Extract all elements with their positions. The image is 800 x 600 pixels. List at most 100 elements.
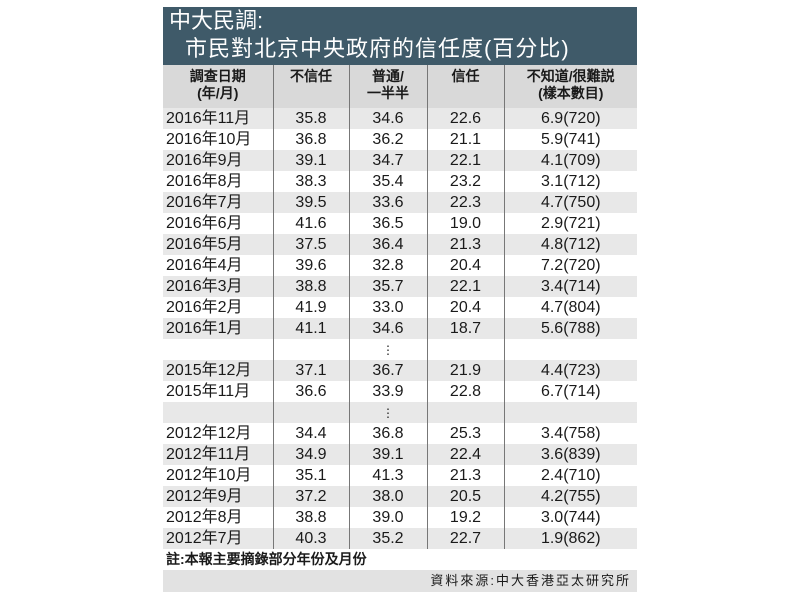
cell-trust: 22.8: [426, 381, 504, 402]
cell-distrust: [272, 339, 349, 360]
cell-neutral: 34.6: [348, 318, 427, 339]
cell-neutral: 35.4: [348, 171, 427, 192]
column-header-dont-know: 不知道/很難説 (樣本數目): [503, 65, 637, 108]
title-bar: 中大民調: 市民對北京中央政府的信任度(百分比): [163, 7, 637, 65]
cell-neutral: ⋮: [348, 402, 427, 423]
cell-trust: 21.9: [426, 360, 504, 381]
table-row: 2016年2月 41.9 33.0 20.4 4.7(804): [163, 297, 637, 318]
table-row: 2012年12月 34.4 36.8 25.3 3.4(758): [163, 423, 637, 444]
cell-neutral: 35.2: [348, 528, 427, 549]
cell-trust: 20.4: [426, 255, 504, 276]
cell-trust: 19.2: [426, 507, 504, 528]
cell-date: [163, 339, 273, 360]
cell-neutral: 39.1: [348, 444, 427, 465]
cell-dont-know: 5.9(741): [503, 129, 637, 150]
cell-date: 2016年4月: [166, 257, 243, 274]
cell-dont-know: 3.6(839): [503, 444, 637, 465]
column-header-neutral: 普通/ 一半半: [348, 65, 427, 108]
cell-distrust: 38.3: [272, 171, 349, 192]
cell-trust: 20.4: [426, 297, 504, 318]
cell-neutral: 36.7: [348, 360, 427, 381]
cell-neutral: 34.6: [348, 108, 427, 129]
cell-distrust: 41.9: [272, 297, 349, 318]
cell-neutral: 33.6: [348, 192, 427, 213]
table-row: 2012年7月 40.3 35.2 22.7 1.9(862): [163, 528, 637, 549]
cell-dont-know: 2.4(710): [503, 465, 637, 486]
cell-date: 2015年12月: [163, 360, 273, 381]
table-row: 2016年10月 36.8 36.2 21.1 5.9(741): [163, 129, 637, 150]
cell-distrust: 36.8: [272, 129, 349, 150]
cell-date: 2012年10月: [166, 467, 252, 484]
cell-dont-know: 4.8(712): [503, 234, 637, 255]
cell-distrust: [272, 402, 349, 423]
table-row: 2016年8月 38.3 35.4 23.2 3.1(712): [163, 171, 637, 192]
cell-distrust: 41.1: [272, 318, 349, 339]
cell-date: 2016年9月: [163, 150, 273, 171]
cell-dont-know: 3.4(758): [503, 423, 637, 444]
cell-trust: [426, 402, 504, 423]
cell-date: 2016年7月: [163, 192, 273, 213]
cell-neutral: 34.7: [348, 150, 427, 171]
title-line-2: 市民對北京中央政府的信任度(百分比): [185, 36, 570, 61]
cell-trust: 25.3: [426, 423, 504, 444]
cell-distrust: 37.5: [272, 234, 349, 255]
table-row: 2016年11月 35.8 34.6 22.6 6.9(720): [163, 108, 637, 129]
cell-dont-know: 6.9(720): [503, 108, 637, 129]
cell-neutral: ⋮: [348, 339, 427, 360]
cell-dont-know: 4.7(804): [503, 297, 637, 318]
cell-neutral: 39.0: [348, 507, 427, 528]
cell-date: 2016年10月: [166, 131, 252, 148]
cell-distrust: 40.3: [272, 528, 349, 549]
poll-table-graphic: 中大民調: 市民對北京中央政府的信任度(百分比) 調查日期 (年/月) 不信任 普通…: [163, 7, 637, 592]
cell-date: 2012年7月: [163, 528, 273, 549]
cell-dont-know: 6.7(714): [503, 381, 637, 402]
cell-dont-know: 4.1(709): [503, 150, 637, 171]
cell-trust: 18.7: [426, 318, 504, 339]
cell-dont-know: 3.1(712): [503, 171, 637, 192]
cell-trust: 19.0: [426, 213, 504, 234]
cell-dont-know: 4.7(750): [503, 192, 637, 213]
cell-date: 2016年5月: [163, 234, 273, 255]
cell-neutral: 38.0: [348, 486, 427, 507]
cell-dont-know: 3.4(714): [503, 276, 637, 297]
footnote: 註:本報主要摘錄部分年份及月份: [166, 551, 367, 567]
cell-date: 2016年6月: [166, 215, 243, 232]
table-row: 2016年5月 37.5 36.4 21.3 4.8(712): [163, 234, 637, 255]
cell-distrust: 35.1: [272, 465, 349, 486]
cell-distrust: 35.8: [272, 108, 349, 129]
source-credit: 資料來源:中大香港亞太研究所: [163, 570, 637, 592]
ellipsis-row: ⋮: [163, 339, 637, 360]
cell-neutral: 33.9: [348, 381, 427, 402]
cell-dont-know: 4.4(723): [503, 360, 637, 381]
cell-date: 2016年8月: [166, 173, 243, 190]
table-row: 2016年9月 39.1 34.7 22.1 4.1(709): [163, 150, 637, 171]
cell-trust: 22.3: [426, 192, 504, 213]
table-row: 2012年10月 35.1 41.3 21.3 2.4(710): [163, 465, 637, 486]
cell-trust: 20.5: [426, 486, 504, 507]
cell-dont-know: [503, 402, 637, 423]
table-row: 2016年6月 41.6 36.5 19.0 2.9(721): [163, 213, 637, 234]
cell-neutral: 32.8: [348, 255, 427, 276]
cell-trust: 21.3: [426, 465, 504, 486]
header-row: 調查日期 (年/月) 不信任 普通/ 一半半 信任 不知道/很難説 (樣本數目): [163, 65, 637, 108]
cell-distrust: 36.6: [272, 381, 349, 402]
trust-table: 調查日期 (年/月) 不信任 普通/ 一半半 信任 不知道/很難説 (樣本數目) 201…: [163, 65, 637, 549]
cell-distrust: 39.5: [272, 192, 349, 213]
cell-date: 2016年2月: [166, 299, 243, 316]
cell-date: 2016年3月: [163, 276, 273, 297]
table-row: 2016年1月 41.1 34.6 18.7 5.6(788): [163, 318, 637, 339]
cell-trust: [426, 339, 504, 360]
cell-neutral: 35.7: [348, 276, 427, 297]
cell-trust: 21.1: [426, 129, 504, 150]
cell-date: [163, 402, 273, 423]
ellipsis-row: ⋮: [163, 402, 637, 423]
cell-date: 2012年11月: [163, 444, 273, 465]
table-row: 2016年3月 38.8 35.7 22.1 3.4(714): [163, 276, 637, 297]
cell-dont-know: 1.9(862): [503, 528, 637, 549]
cell-date: 2012年9月: [163, 486, 273, 507]
cell-neutral: 36.8: [348, 423, 427, 444]
cell-neutral: 36.5: [348, 213, 427, 234]
cell-neutral: 36.2: [348, 129, 427, 150]
column-header-date: 調查日期 (年/月): [163, 65, 273, 108]
cell-date: 2012年8月: [166, 509, 243, 526]
